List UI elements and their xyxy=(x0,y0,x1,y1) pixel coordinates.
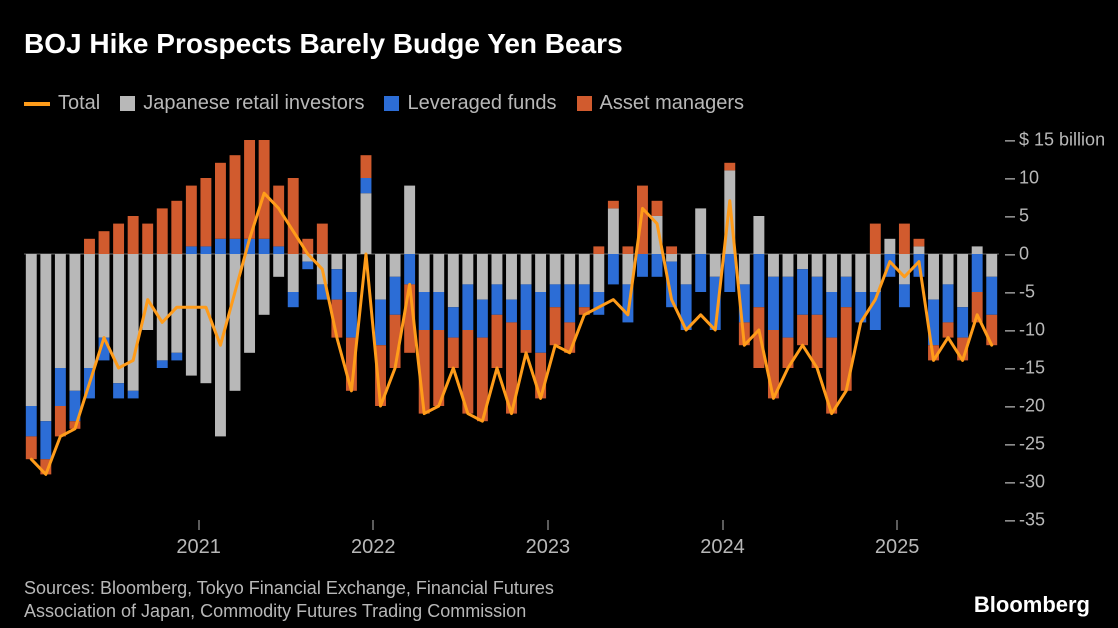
x-tick-mark xyxy=(547,520,548,530)
legend-item-total: Total xyxy=(24,92,100,115)
legend: Total Japanese retail investors Leverage… xyxy=(24,92,744,115)
plot-area xyxy=(24,140,999,520)
legend-item-jri: Japanese retail investors xyxy=(120,92,364,115)
box-swatch-icon xyxy=(120,96,135,111)
x-tick-label: 2022 xyxy=(351,536,396,559)
brand-logo: Bloomberg xyxy=(974,592,1090,618)
y-tick-label: –-25 xyxy=(1005,434,1045,455)
box-swatch-icon xyxy=(384,96,399,111)
chart-svg xyxy=(24,140,999,520)
chart-container: BOJ Hike Prospects Barely Budge Yen Bear… xyxy=(0,0,1118,628)
y-tick-label: –-35 xyxy=(1005,510,1045,531)
y-tick-label: –$ 15 billion xyxy=(1005,130,1105,151)
legend-label: Asset managers xyxy=(600,92,745,115)
legend-label: Japanese retail investors xyxy=(143,92,364,115)
x-tick-mark xyxy=(897,520,898,530)
y-axis: –$ 15 billion–10–5–0–-5–-10–-15–-20–-25–… xyxy=(1005,140,1105,520)
y-tick-label: –-20 xyxy=(1005,396,1045,417)
x-tick-mark xyxy=(373,520,374,530)
x-axis: 2021 2022 2023 2024 2025 xyxy=(24,520,999,580)
x-tick-mark xyxy=(198,520,199,530)
x-tick-mark xyxy=(722,520,723,530)
y-tick-label: –-10 xyxy=(1005,320,1045,341)
legend-item-am: Asset managers xyxy=(577,92,745,115)
footer-line: Sources: Bloomberg, Tokyo Financial Exch… xyxy=(24,577,704,600)
legend-item-lev: Leveraged funds xyxy=(384,92,556,115)
chart-title: BOJ Hike Prospects Barely Budge Yen Bear… xyxy=(24,28,623,60)
box-swatch-icon xyxy=(577,96,592,111)
y-tick-label: –5 xyxy=(1005,206,1029,227)
y-tick-label: –10 xyxy=(1005,168,1039,189)
x-tick-label: 2025 xyxy=(875,536,920,559)
x-tick-label: 2024 xyxy=(700,536,745,559)
y-tick-label: –0 xyxy=(1005,244,1029,265)
y-tick-label: –-15 xyxy=(1005,358,1045,379)
source-footer: Sources: Bloomberg, Tokyo Financial Exch… xyxy=(24,577,704,622)
x-tick-label: 2021 xyxy=(176,536,221,559)
y-tick-label: –-30 xyxy=(1005,472,1045,493)
line-swatch-icon xyxy=(24,102,50,106)
y-tick-label: –-5 xyxy=(1005,282,1035,303)
x-tick-label: 2023 xyxy=(526,536,571,559)
footer-line: Association of Japan, Commodity Futures … xyxy=(24,600,704,623)
legend-label: Total xyxy=(58,92,100,115)
legend-label: Leveraged funds xyxy=(407,92,556,115)
